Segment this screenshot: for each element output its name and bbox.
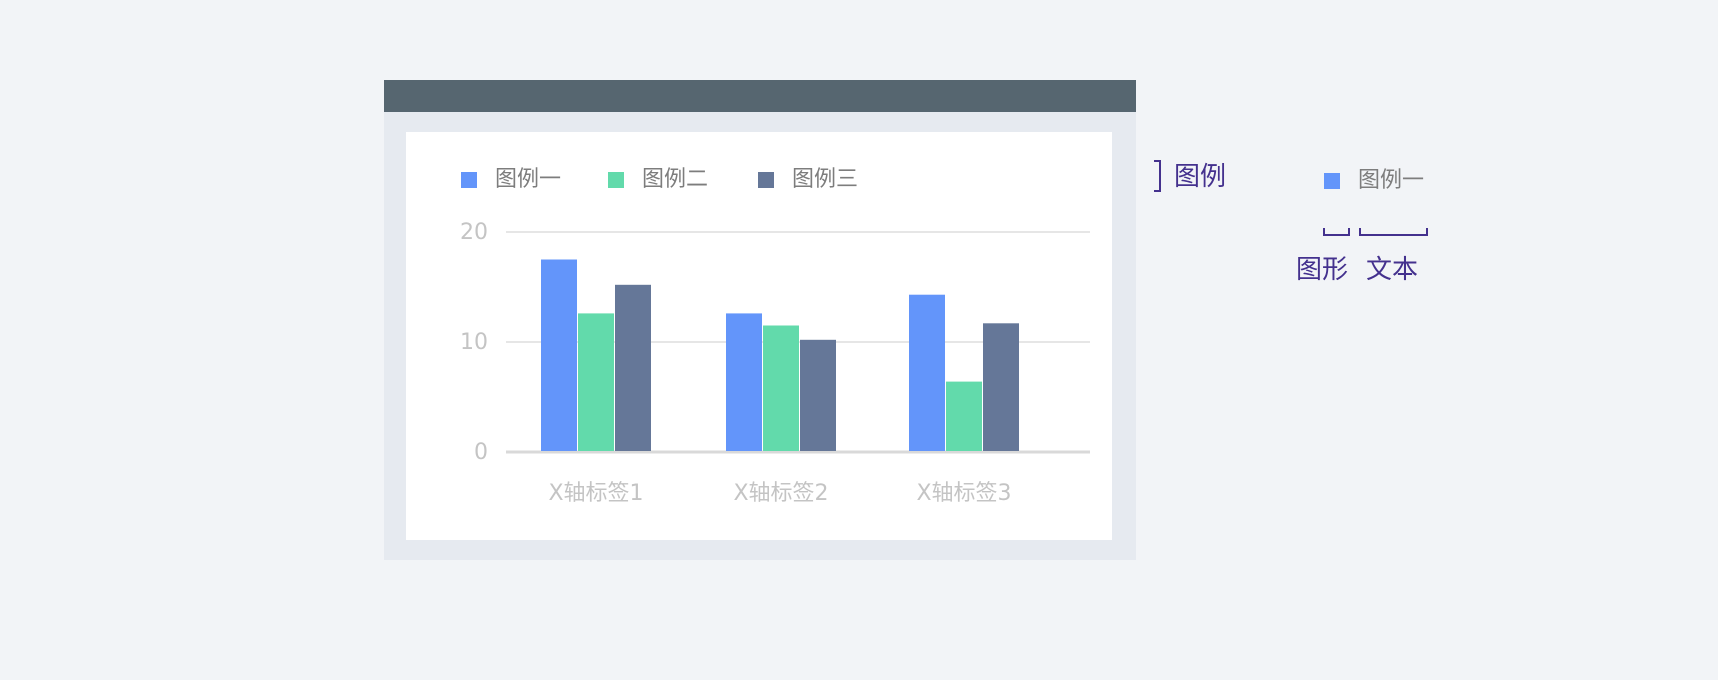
window-header xyxy=(384,80,1136,112)
legend-swatch-2 xyxy=(608,172,624,188)
x-tick-label-1: X轴标签1 xyxy=(548,481,643,506)
bar-3-series-2 xyxy=(946,381,982,451)
legend-text-2: 图例二 xyxy=(642,167,709,192)
bar-chart: 0 10 20 X轴标签1 X轴标签2 X轴标签3 xyxy=(460,220,1090,506)
y-tick-label-20: 20 xyxy=(460,220,488,245)
bar-2-series-3 xyxy=(800,339,836,451)
legend-item-3[interactable]: 图例三 xyxy=(758,168,858,192)
legend-swatch-3 xyxy=(758,172,774,188)
legend-annotation-label: 图例 xyxy=(1174,162,1227,192)
bar-1-series-3 xyxy=(615,284,651,451)
chart-legend: 图例一 图例二 图例三 xyxy=(406,132,1112,192)
bar-3-series-3 xyxy=(983,323,1019,451)
legend-item-1[interactable]: 图例一 xyxy=(461,168,561,192)
bar-1-series-1 xyxy=(541,259,577,451)
y-tick-label-0: 0 xyxy=(474,440,488,465)
chart-card: 0 10 20 X轴标签1 X轴标签2 X轴标签3 图例一 图例二 图例三 xyxy=(406,132,1112,540)
shape-bracket xyxy=(1323,228,1350,236)
text-annotation-label: 文本 xyxy=(1366,255,1419,285)
x-tick-label-2: X轴标签2 xyxy=(733,481,828,506)
bar-2-series-2 xyxy=(763,325,799,451)
legend-item-2[interactable]: 图例二 xyxy=(608,168,708,192)
bar-1-series-2 xyxy=(578,313,614,451)
chart-window: 0 10 20 X轴标签1 X轴标签2 X轴标签3 图例一 图例二 图例三 xyxy=(384,80,1136,560)
mini-legend-swatch xyxy=(1324,173,1340,189)
legend-text-1: 图例一 xyxy=(495,167,562,192)
text-bracket xyxy=(1359,228,1428,236)
legend-bracket xyxy=(1154,160,1161,192)
mini-legend-example: 图例一 xyxy=(1324,169,1424,193)
bar-3-series-1 xyxy=(909,294,945,451)
y-tick-label-10: 10 xyxy=(460,330,488,355)
shape-annotation-label: 图形 xyxy=(1296,255,1349,285)
legend-text-3: 图例三 xyxy=(792,167,859,192)
legend-swatch-1 xyxy=(461,172,477,188)
x-tick-label-3: X轴标签3 xyxy=(916,481,1011,506)
bar-2-series-1 xyxy=(726,313,762,451)
mini-legend-text: 图例一 xyxy=(1358,168,1425,193)
